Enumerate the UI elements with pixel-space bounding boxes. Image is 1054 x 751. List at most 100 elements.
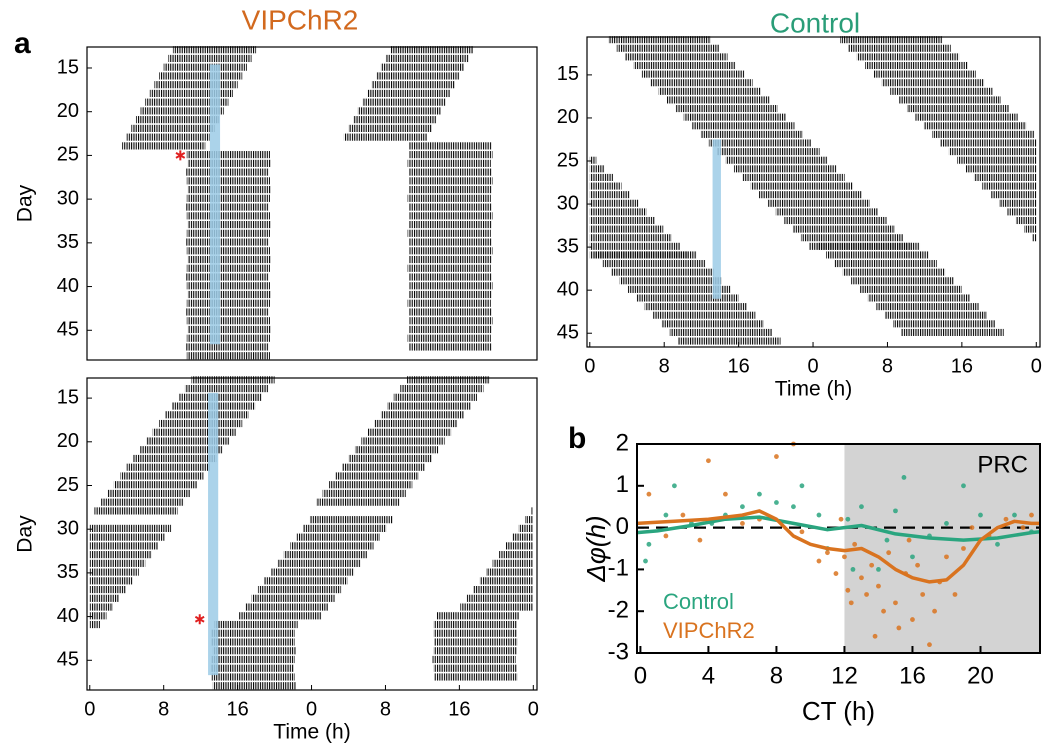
activity-bout [407, 229, 491, 237]
data-point [881, 608, 886, 614]
activity-bout [473, 586, 534, 594]
data-point [825, 550, 830, 556]
activity-bout [311, 551, 367, 559]
activity-bout [357, 107, 441, 115]
x-tick-label: 0 [634, 662, 647, 689]
activity-bout [178, 393, 262, 401]
activity-bout [184, 384, 269, 393]
activity-bout [433, 629, 517, 637]
light-stimulus [208, 392, 219, 676]
activity-bout [898, 96, 1001, 104]
activity-bout [408, 186, 492, 194]
activity-bout [809, 242, 814, 250]
data-point [757, 491, 762, 497]
activity-bout [876, 303, 979, 311]
activity-bout [848, 44, 951, 52]
y-tick-label: 1 [616, 471, 629, 498]
activity-bout [187, 325, 271, 334]
activity-bout [717, 148, 814, 156]
activity-bout [512, 533, 534, 541]
activity-bout [940, 139, 1037, 147]
activity-bout [311, 516, 393, 524]
activity-bout [186, 177, 270, 185]
activity-bout [409, 247, 493, 255]
shaded-region [844, 444, 1040, 653]
chart-title: VIPChR2 [242, 4, 359, 35]
activity-bout [214, 620, 298, 629]
data-point [850, 567, 856, 572]
activity-bout [257, 586, 312, 594]
activity-bout [524, 516, 534, 524]
y-tick-label: 20 [557, 106, 579, 128]
data-point [848, 600, 854, 606]
activity-bout [283, 551, 312, 559]
activity-bout [851, 277, 954, 285]
data-point [833, 571, 839, 576]
activity-bout [354, 446, 439, 454]
y-tick-label: 25 [557, 149, 579, 171]
data-point [893, 508, 898, 514]
data-point [915, 562, 920, 568]
x-tick-label: 8 [380, 698, 391, 720]
activity-bout [311, 603, 329, 611]
activity-bout [126, 133, 210, 141]
y-tick-label: 30 [57, 187, 79, 209]
x-tick-label: 16 [727, 355, 749, 377]
activity-bout [865, 61, 968, 70]
y-tick-label: 35 [557, 235, 579, 257]
panel-letter: a [14, 27, 31, 60]
activity-bout [479, 577, 534, 585]
x-tick-label: 4 [702, 662, 715, 689]
activity-bout [186, 282, 270, 290]
activity-bout [433, 647, 517, 655]
x-tick-label: 0 [584, 355, 595, 377]
y-tick-label: 15 [57, 56, 79, 78]
legend-entry: VIPChR2 [663, 618, 755, 643]
data-point [791, 504, 796, 510]
activity-bout [589, 191, 630, 199]
activity-bout [89, 524, 172, 532]
activity-bout [602, 260, 706, 268]
activity-bout [94, 507, 178, 515]
activity-bout [884, 311, 987, 319]
activity-bout [661, 320, 764, 328]
data-point [774, 500, 779, 505]
activity-bout [616, 44, 720, 52]
activity-bout [311, 594, 335, 602]
activity-bout [387, 402, 471, 410]
x-tick-label: 0 [306, 698, 317, 720]
activity-bout [89, 612, 107, 620]
activity-bout [311, 612, 322, 620]
activity-bout [186, 194, 270, 202]
activity-bout [893, 320, 996, 328]
data-point [932, 608, 937, 614]
data-point [969, 525, 975, 530]
activity-bout [393, 393, 477, 401]
data-point [1012, 512, 1017, 518]
fit-curve [636, 515, 1041, 542]
activity-bout [165, 411, 249, 419]
activity-bout [191, 376, 275, 384]
activity-bout [589, 208, 647, 216]
activity-bout [133, 454, 217, 463]
activity-bout [185, 308, 270, 316]
activity-bout [800, 234, 814, 242]
data-point [859, 504, 864, 510]
activity-bout [408, 255, 492, 264]
data-point [680, 512, 686, 518]
activity-bout [211, 629, 295, 637]
activity-bout [436, 612, 520, 620]
activity-bout [434, 673, 518, 681]
y-tick-label: 15 [57, 386, 79, 408]
activity-bout [309, 516, 312, 524]
activity-bout [486, 568, 534, 576]
activity-bout [700, 130, 803, 138]
chart-title: Control [770, 7, 860, 38]
activity-bout [813, 208, 879, 216]
activity-bout [409, 317, 493, 325]
activity-bout [408, 308, 492, 316]
data-point [672, 483, 677, 489]
data-point [944, 521, 949, 526]
activity-bout [407, 334, 491, 342]
activity-bout [348, 454, 432, 463]
